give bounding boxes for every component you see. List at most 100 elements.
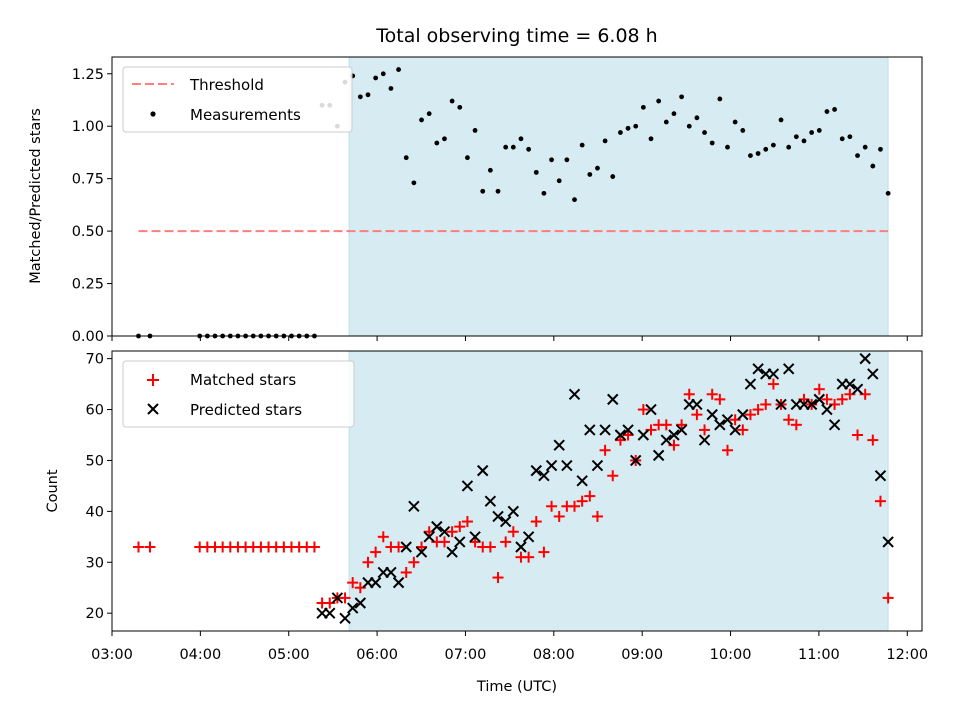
predicted-legend-swatch: [147, 403, 159, 415]
count-y-tick-label: 50: [86, 453, 104, 469]
measurement-point: [732, 119, 738, 125]
predicted-star-point: [874, 470, 887, 482]
count-y-tick-label: 40: [86, 504, 104, 520]
predicted-star-point: [515, 541, 527, 553]
measurement-point: [801, 138, 807, 144]
matched-legend-label: Matched stars: [190, 371, 296, 389]
matched-star-point: [852, 429, 864, 441]
predicted-star-point: [767, 368, 780, 380]
predicted-star-point: [652, 449, 665, 462]
predicted-star-point: [454, 536, 466, 548]
predicted-star-point: [775, 398, 787, 411]
measurements-legend-label: Measurements: [190, 106, 301, 124]
predicted-star-point: [400, 541, 412, 553]
measurement-point: [442, 136, 447, 142]
predicted-star-point: [714, 419, 726, 431]
predicted-star-point: [339, 612, 351, 624]
matched-star-point: [737, 424, 749, 436]
matched-star-point: [569, 500, 581, 512]
predicted-star-point: [392, 576, 405, 589]
predicted-star-point: [668, 429, 680, 441]
threshold-legend-label: Threshold: [189, 76, 264, 94]
measurement-point: [595, 165, 600, 171]
measurement-point: [663, 119, 669, 125]
measurement-point: [755, 151, 761, 156]
ratio-y-tick-label: 0.00: [72, 329, 104, 345]
matched-star-point: [400, 566, 412, 578]
matched-star-point: [714, 393, 726, 405]
x-axis-label: Time (UTC): [476, 679, 557, 695]
measurement-point: [816, 128, 822, 133]
matched-star-point: [454, 521, 466, 533]
observing-window-band: [348, 350, 889, 632]
measurement-point: [434, 140, 440, 146]
observing-window-shading: [348, 56, 889, 337]
ratio-y-tick-label: 1.25: [72, 67, 104, 83]
predicted-star-point: [737, 408, 749, 421]
measurement-point: [786, 144, 792, 150]
predicted-star-point: [591, 459, 604, 472]
matched-star-point: [721, 444, 733, 456]
matched-star-point: [683, 388, 695, 400]
matched-star-point: [599, 444, 611, 456]
matched-star-point: [393, 541, 405, 553]
measurement-point: [878, 146, 883, 152]
observing-window-band: [348, 56, 889, 337]
predicted-star-point: [461, 480, 474, 492]
predicted-star-point: [637, 429, 650, 441]
chart-title: Total observing time = 6.08 h: [375, 25, 657, 47]
predicted-star-point: [813, 393, 825, 406]
predicted-star-point: [721, 414, 734, 426]
measurement-point: [870, 163, 876, 169]
predicted-star-point: [729, 424, 741, 436]
measurement-point: [503, 144, 509, 150]
matched-star-point: [622, 429, 634, 441]
matched-star-point: [339, 592, 351, 604]
predicted-star-point: [492, 510, 504, 523]
measurement-point: [373, 75, 379, 81]
measurement-point: [380, 71, 386, 77]
predicted-star-point: [614, 429, 627, 441]
predicted-star-point: [499, 515, 512, 528]
matched-star-point: [699, 424, 711, 436]
predicted-star-point: [408, 500, 420, 512]
measurement-point: [487, 167, 493, 173]
matched-star-point: [484, 541, 496, 553]
matched-star-point: [492, 572, 504, 584]
matched-star-point: [408, 556, 420, 568]
predicted-star-point: [629, 454, 642, 467]
matched-star-point: [523, 551, 535, 563]
measurement-point: [709, 140, 715, 146]
predicted-star-point: [561, 459, 573, 472]
measurement-point: [357, 94, 363, 100]
matched-star-point: [813, 383, 825, 395]
matched-star-point: [591, 510, 603, 522]
predicted-star-point: [851, 383, 864, 395]
measurement-point: [449, 98, 455, 104]
predicted-star-point: [698, 434, 711, 446]
predicted-star-point: [660, 434, 673, 446]
ratio-y-tick-label: 1.00: [72, 119, 104, 135]
measurement-point: [686, 123, 692, 129]
measurement-point: [778, 117, 784, 123]
measurement-point: [587, 172, 593, 177]
matched-star-point: [790, 419, 802, 431]
matched-star-point: [676, 419, 688, 431]
matched-star-point: [377, 531, 389, 543]
matched-star-point: [144, 541, 156, 553]
predicted-star-point: [844, 378, 856, 390]
ratio-y-axis-label: Matched/Predicted stars: [28, 108, 44, 284]
count-y-tick-label: 70: [86, 352, 104, 368]
predicted-star-point: [675, 424, 688, 436]
measurement-point: [465, 155, 470, 161]
ratio-legend-box: [122, 66, 353, 133]
matched-star-point: [507, 526, 519, 538]
measurement-point: [793, 134, 799, 140]
count-panel: 20 30 40 50 60 70 03:00 04:00 05:00 06:00 07:00 08…: [45, 350, 928, 695]
measurement-point: [855, 153, 860, 158]
predicted-star-point: [805, 398, 818, 411]
predicted-stars-points: [316, 352, 894, 624]
measurement-point: [480, 188, 486, 194]
predicted-star-point: [744, 378, 757, 390]
